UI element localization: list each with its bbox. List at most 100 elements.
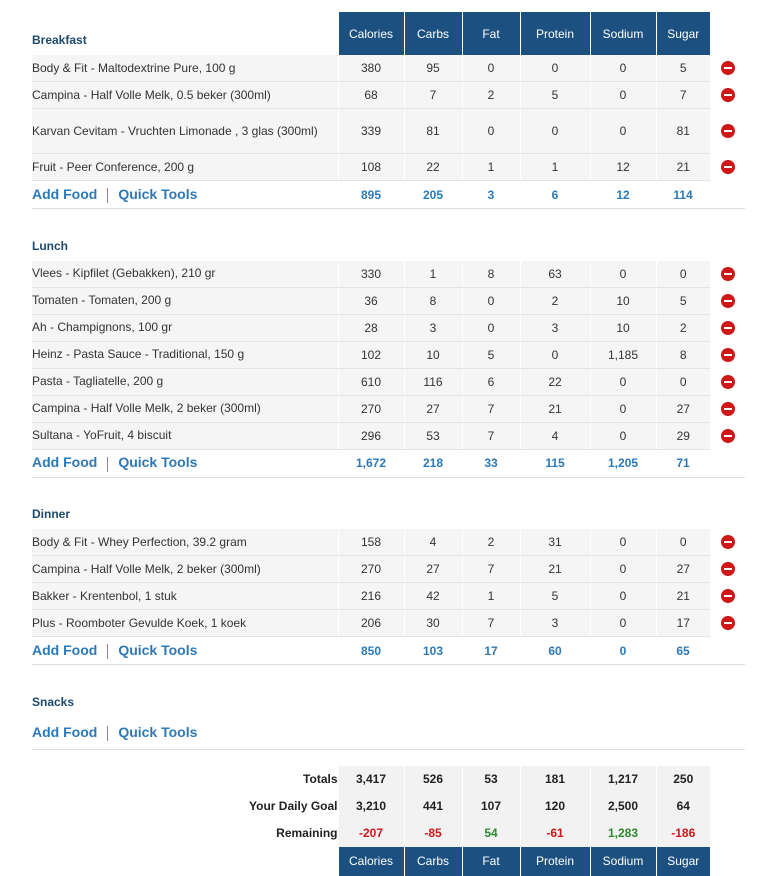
empty-cell bbox=[404, 477, 462, 529]
remove-circle-icon[interactable] bbox=[720, 374, 735, 389]
remove-cell bbox=[710, 287, 745, 315]
empty-cell bbox=[710, 793, 745, 820]
food-sodium-value: 0 bbox=[589, 108, 656, 154]
food-name[interactable]: Body & Fit - Whey Perfection, 39.2 gram bbox=[32, 529, 338, 556]
food-protein-value: 21 bbox=[519, 395, 590, 423]
summary-remaining-protein: -61 bbox=[519, 819, 590, 847]
food-name[interactable]: Ah - Champignons, 100 gr bbox=[32, 314, 338, 342]
dinner-total-sodium: 0 bbox=[590, 636, 656, 665]
food-fat-value: 2 bbox=[461, 81, 520, 109]
food-name[interactable]: Sultana - YoFruit, 4 biscuit bbox=[32, 422, 338, 450]
empty-cell bbox=[656, 716, 710, 750]
lunch-title: Lunch bbox=[32, 238, 68, 253]
food-entry-row: Heinz - Pasta Sauce - Traditional, 150 g… bbox=[32, 341, 745, 369]
breakfast-quick-tools-link[interactable]: Quick Tools bbox=[118, 185, 198, 202]
food-name[interactable]: Plus - Roomboter Gevulde Koek, 1 koek bbox=[32, 609, 338, 637]
food-protein-value: 1 bbox=[519, 153, 590, 181]
food-name[interactable]: Vlees - Kipfilet (Gebakken), 210 gr bbox=[32, 260, 338, 288]
breakfast-header-row: Breakfast Calories Carbs Fat Protein Sodium Su… bbox=[32, 12, 745, 55]
food-protein-value: 5 bbox=[519, 81, 590, 109]
food-protein-value: 63 bbox=[519, 260, 590, 288]
food-protein-value: 4 bbox=[519, 422, 590, 450]
empty-cell bbox=[462, 477, 520, 529]
lunch-add-food-link[interactable]: Add Food bbox=[32, 454, 98, 471]
link-separator bbox=[107, 188, 109, 204]
column-header-sugar: Sugar bbox=[655, 12, 710, 55]
remove-circle-icon[interactable] bbox=[720, 616, 735, 631]
food-name[interactable]: Heinz - Pasta Sauce - Traditional, 150 g bbox=[32, 341, 338, 369]
empty-cell bbox=[590, 716, 656, 750]
food-sugar-value: 17 bbox=[655, 609, 710, 637]
food-name[interactable]: Bakker - Krentenbol, 1 stuk bbox=[32, 582, 338, 610]
food-fat-value: 7 bbox=[461, 555, 520, 583]
food-calories-value: 330 bbox=[337, 260, 404, 288]
food-calories-value: 206 bbox=[337, 609, 404, 637]
empty-cell bbox=[462, 209, 520, 261]
remove-circle-icon[interactable] bbox=[720, 124, 735, 139]
food-name[interactable]: Karvan Cevitam - Vruchten Limonade , 3 g… bbox=[32, 108, 338, 154]
remove-circle-icon[interactable] bbox=[720, 562, 735, 577]
remove-circle-icon[interactable] bbox=[720, 428, 735, 443]
food-name[interactable]: Campina - Half Volle Melk, 2 beker (300m… bbox=[32, 555, 338, 583]
remove-cell bbox=[710, 260, 745, 288]
lunch-quick-tools-link[interactable]: Quick Tools bbox=[118, 454, 198, 471]
breakfast-total-sodium: 12 bbox=[590, 180, 656, 209]
food-carbs-value: 3 bbox=[403, 314, 462, 342]
food-entry-row: Campina - Half Volle Melk, 2 beker (300m… bbox=[32, 395, 745, 423]
food-carbs-value: 4 bbox=[403, 529, 462, 556]
empty-cell bbox=[710, 477, 745, 529]
summary-goal-row: Your Daily Goal 3,210 441 107 120 2,500 64 bbox=[32, 792, 745, 820]
empty-cell bbox=[338, 665, 404, 717]
dinner-add-food-link[interactable]: Add Food bbox=[32, 641, 98, 658]
food-sugar-value: 2 bbox=[655, 314, 710, 342]
remove-cell bbox=[710, 395, 745, 423]
summary-totals-fat: 53 bbox=[461, 765, 520, 793]
food-name[interactable]: Fruit - Peer Conference, 200 g bbox=[32, 153, 338, 181]
empty-cell bbox=[710, 847, 745, 876]
remove-circle-icon[interactable] bbox=[720, 347, 735, 362]
food-sugar-value: 21 bbox=[655, 582, 710, 610]
empty-cell bbox=[710, 180, 745, 209]
summary-goal-protein: 120 bbox=[519, 792, 590, 820]
food-name[interactable]: Campina - Half Volle Melk, 2 beker (300m… bbox=[32, 395, 338, 423]
column-header-calories: Calories bbox=[337, 12, 404, 55]
breakfast-total-protein: 6 bbox=[520, 180, 590, 209]
dinner-total-fat: 17 bbox=[462, 636, 520, 665]
footer-column-header-fat: Fat bbox=[461, 846, 520, 876]
food-sugar-value: 0 bbox=[655, 529, 710, 556]
dinner-quick-tools-link[interactable]: Quick Tools bbox=[118, 641, 198, 658]
dinner-header-row: Dinner bbox=[32, 477, 745, 529]
snacks-header-row: Snacks bbox=[32, 665, 745, 717]
food-sodium-value: 10 bbox=[589, 287, 656, 315]
remove-circle-icon[interactable] bbox=[720, 535, 735, 550]
snacks-quick-tools-link[interactable]: Quick Tools bbox=[118, 723, 198, 740]
lunch-total-fat: 33 bbox=[462, 449, 520, 478]
food-sodium-value: 0 bbox=[589, 260, 656, 288]
food-name[interactable]: Body & Fit - Maltodextrine Pure, 100 g bbox=[32, 55, 338, 82]
empty-cell bbox=[710, 12, 745, 55]
empty-cell bbox=[590, 665, 656, 717]
empty-cell bbox=[462, 665, 520, 717]
food-protein-value: 31 bbox=[519, 529, 590, 556]
food-fat-value: 0 bbox=[461, 55, 520, 82]
remove-circle-icon[interactable] bbox=[720, 320, 735, 335]
food-name[interactable]: Pasta - Tagliatelle, 200 g bbox=[32, 368, 338, 396]
remove-circle-icon[interactable] bbox=[720, 61, 735, 76]
breakfast-total-sugar: 114 bbox=[656, 180, 710, 209]
remove-circle-icon[interactable] bbox=[720, 88, 735, 103]
spacer-row bbox=[32, 749, 745, 766]
remove-cell bbox=[710, 582, 745, 610]
remove-circle-icon[interactable] bbox=[720, 266, 735, 281]
remove-circle-icon[interactable] bbox=[720, 401, 735, 416]
food-name[interactable]: Tomaten - Tomaten, 200 g bbox=[32, 287, 338, 315]
food-sugar-value: 0 bbox=[655, 368, 710, 396]
breakfast-add-food-link[interactable]: Add Food bbox=[32, 185, 98, 202]
food-name[interactable]: Campina - Half Volle Melk, 0.5 beker (30… bbox=[32, 81, 338, 109]
remove-circle-icon[interactable] bbox=[720, 160, 735, 175]
food-sodium-value: 0 bbox=[589, 609, 656, 637]
summary-goal-label: Your Daily Goal bbox=[249, 799, 338, 813]
remove-circle-icon[interactable] bbox=[720, 589, 735, 604]
snacks-add-food-link[interactable]: Add Food bbox=[32, 723, 98, 740]
remove-circle-icon[interactable] bbox=[720, 293, 735, 308]
column-header-carbs: Carbs bbox=[403, 12, 462, 55]
